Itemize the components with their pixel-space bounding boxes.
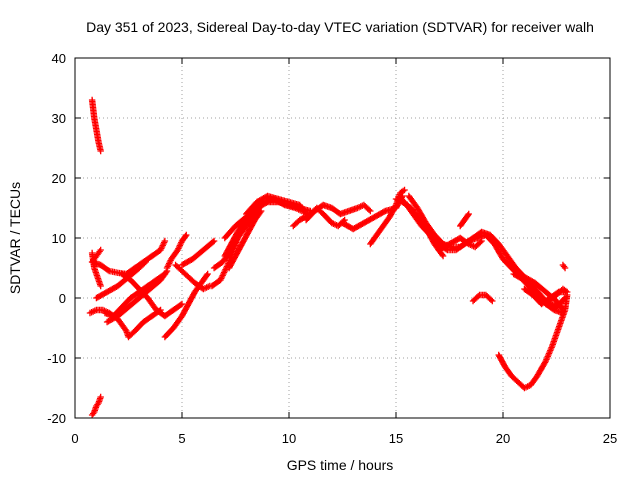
- data-track-t25: [367, 186, 408, 248]
- x-tick-label: 15: [389, 431, 403, 446]
- data-point: [438, 251, 446, 258]
- x-tick-label: 20: [496, 431, 510, 446]
- data-point: [367, 207, 374, 215]
- data-point: [204, 270, 211, 278]
- y-tick-label: 20: [52, 171, 66, 186]
- data-point: [210, 237, 218, 245]
- data-point: [142, 258, 149, 266]
- data-point: [478, 237, 485, 245]
- y-tick-label: -10: [47, 351, 66, 366]
- x-tick-label: 10: [282, 431, 296, 446]
- data-point: [487, 296, 495, 303]
- data-point: [562, 287, 569, 295]
- data-point: [183, 231, 190, 239]
- x-tick-label: 5: [178, 431, 185, 446]
- data-point: [209, 238, 217, 246]
- data-point: [97, 246, 104, 254]
- data-track-t2: [88, 393, 104, 419]
- y-tick-label: -20: [47, 411, 66, 426]
- data-point: [392, 203, 399, 210]
- y-tick-label: 30: [52, 111, 66, 126]
- data-track-t10: [118, 270, 186, 320]
- data-track-t13: [172, 261, 214, 293]
- data-track-t12: [163, 231, 190, 272]
- data-point: [97, 282, 104, 290]
- data-point: [477, 239, 484, 246]
- data-point: [141, 260, 148, 267]
- data-point: [203, 272, 211, 279]
- data-point: [182, 233, 189, 240]
- y-axis-label: SDTVAR / TECUs: [7, 182, 23, 294]
- data-point: [464, 212, 472, 219]
- data-point: [399, 187, 407, 195]
- data-point: [401, 186, 408, 194]
- y-tick-label: 10: [52, 231, 66, 246]
- data-track-t31: [469, 291, 496, 305]
- data-track-t18: [225, 207, 265, 272]
- data-point: [489, 297, 496, 305]
- chart-title: Day 351 of 2023, Sidereal Day-to-day VTE…: [86, 19, 594, 35]
- data-point: [380, 208, 388, 215]
- data-point: [564, 288, 571, 296]
- data-track-t35: [544, 285, 571, 305]
- data-point: [474, 293, 482, 300]
- data-point: [97, 393, 104, 401]
- x-axis-label: GPS time / hours: [287, 457, 394, 473]
- data-track-t1: [88, 96, 104, 155]
- data-track-t4: [88, 249, 104, 290]
- data-track-t14: [178, 237, 218, 269]
- data-point: [161, 237, 169, 245]
- data-track-t29: [435, 234, 485, 254]
- data-point: [365, 206, 373, 213]
- data-track-t6: [88, 237, 169, 278]
- data-track-t21: [243, 192, 310, 218]
- x-tick-label: 25: [603, 431, 617, 446]
- grid: [75, 58, 610, 418]
- data-point: [177, 301, 184, 309]
- data-point: [541, 359, 549, 366]
- data-track-t11: [161, 270, 211, 341]
- y-tick-label: 40: [52, 51, 66, 66]
- data-point: [560, 295, 568, 303]
- data-point: [97, 147, 104, 155]
- data-track-t7: [93, 258, 149, 302]
- data-point: [561, 294, 569, 302]
- data-points: [86, 96, 571, 419]
- data-point: [560, 263, 568, 270]
- data-track-t36: [559, 261, 569, 272]
- data-point: [257, 209, 264, 216]
- data-point: [178, 300, 186, 308]
- data-point: [104, 266, 112, 274]
- data-point: [465, 210, 472, 218]
- ticks: 0 5 10 15 20 25 -20 -10 0 10 20 30 40: [47, 51, 617, 446]
- data-track-t9: [103, 267, 171, 326]
- data-point: [561, 264, 569, 272]
- data-track-t23: [302, 201, 374, 224]
- x-tick-label: 0: [71, 431, 78, 446]
- data-point: [162, 269, 170, 276]
- data-track-t27: [399, 198, 447, 260]
- y-tick-label: 0: [59, 291, 66, 306]
- data-track-t30: [457, 210, 472, 230]
- data-point: [439, 252, 447, 260]
